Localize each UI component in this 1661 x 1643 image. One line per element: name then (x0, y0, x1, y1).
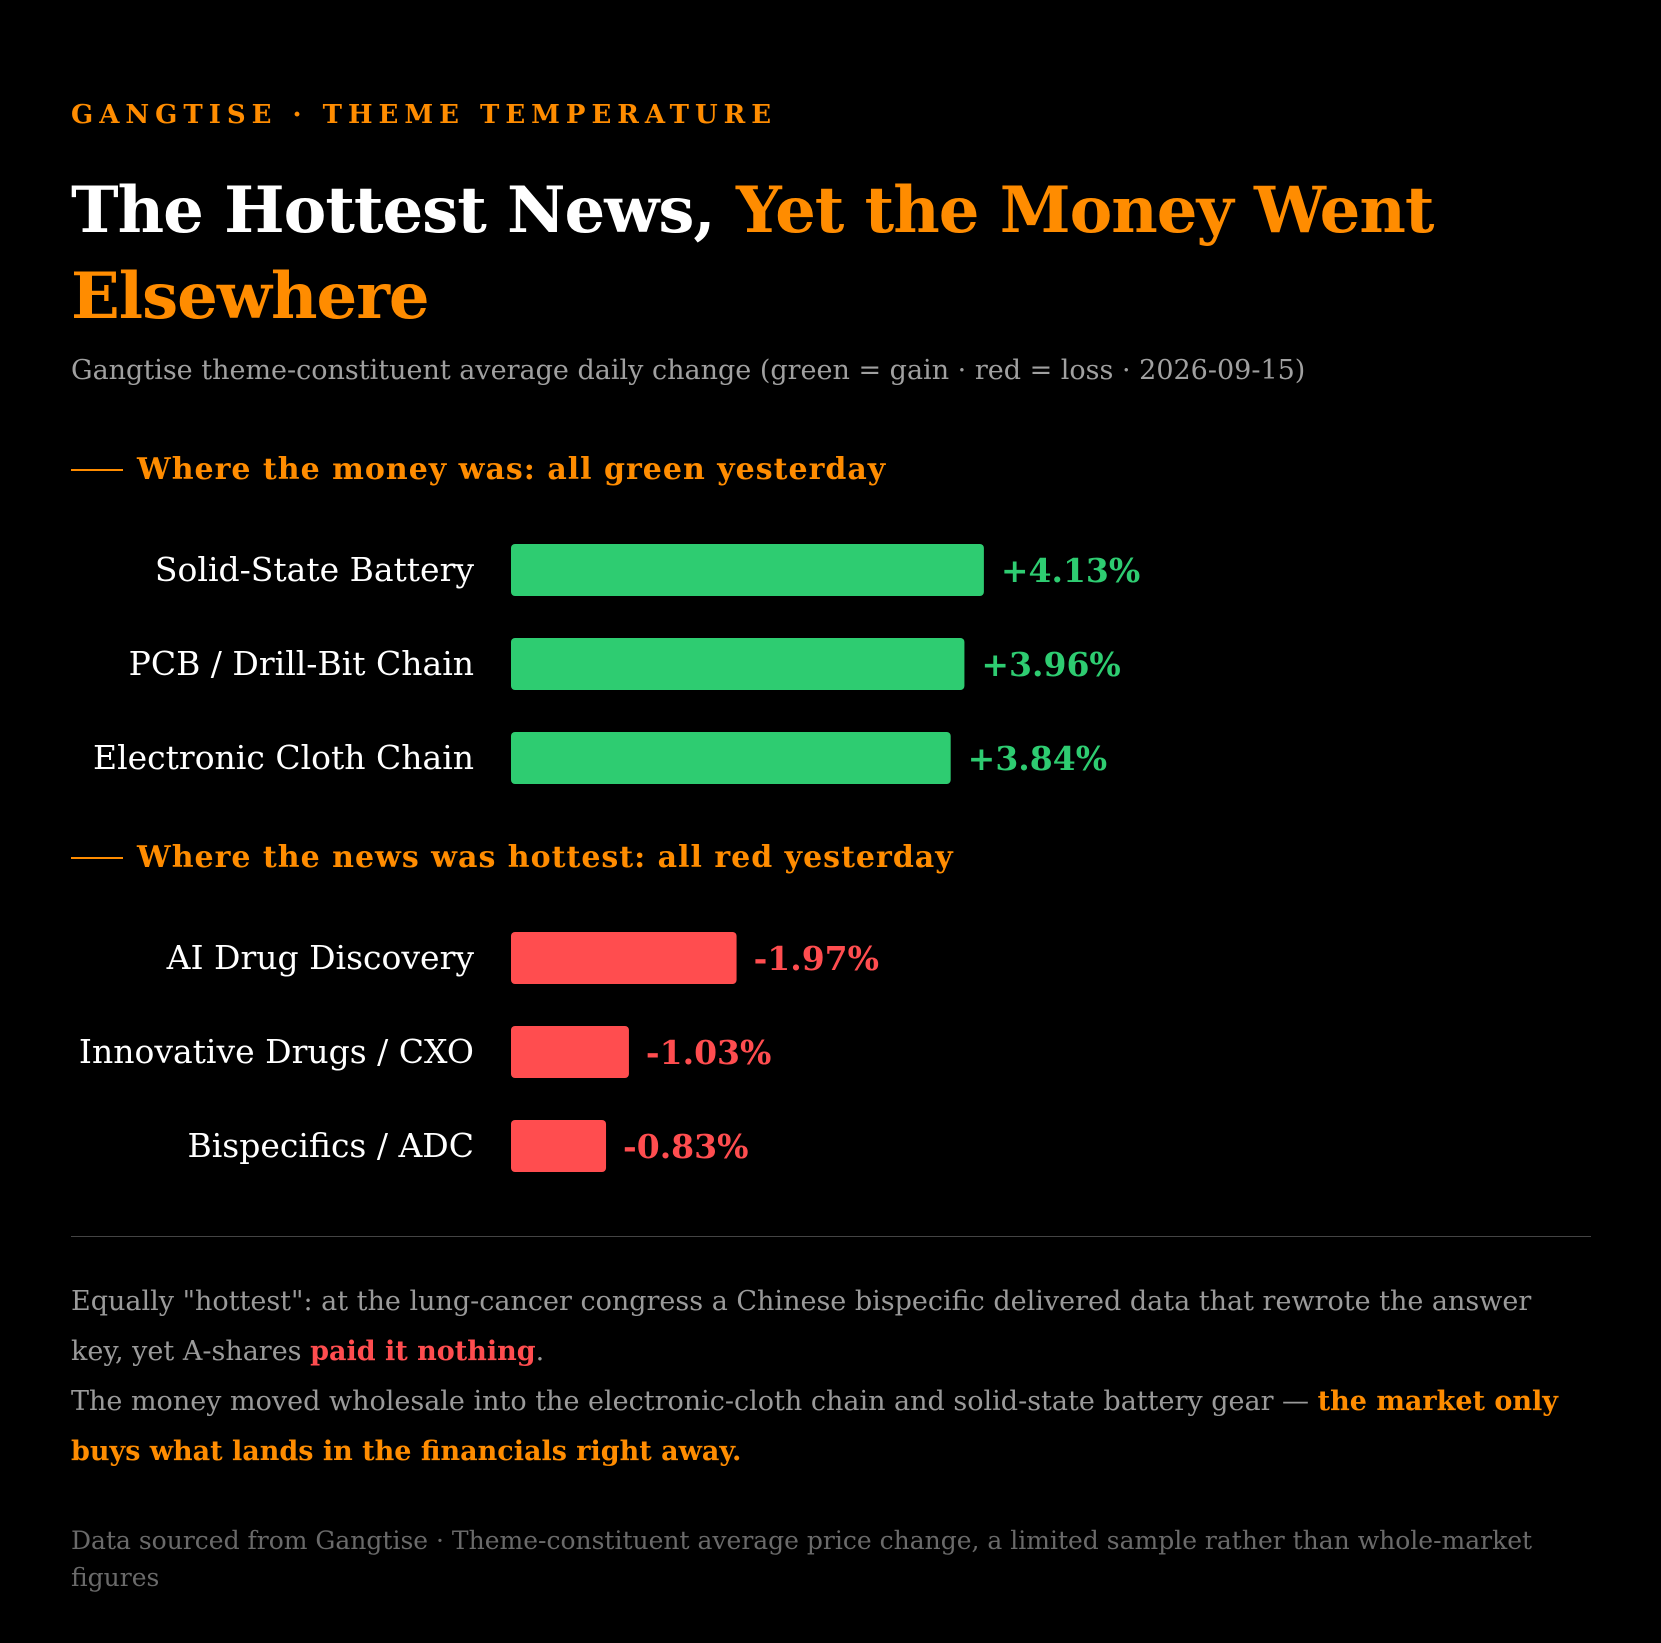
value-label: +3.84% (968, 739, 1107, 778)
commentary-text: . (535, 1336, 545, 1367)
bar (511, 1120, 607, 1172)
bar (511, 1026, 629, 1078)
category-label: Bispecifics / ADC (188, 1126, 475, 1165)
value-label: -1.03% (646, 1033, 771, 1072)
value-label: -0.83% (623, 1127, 748, 1166)
headline-part-orange: Yet the Money Went Elsewhere (71, 173, 1434, 334)
commentary-text: Equally "hottest": at the lung-cancer co… (71, 1286, 1532, 1367)
category-label: Electronic Cloth Chain (93, 738, 474, 777)
bar (511, 544, 984, 596)
commentary: Equally "hottest": at the lung-cancer co… (71, 1277, 1591, 1477)
commentary-emphasis-orange: the market only buys what lands in the f… (71, 1386, 1558, 1467)
commentary-text: The money moved wholesale into the elect… (71, 1386, 1318, 1417)
value-label: +3.96% (981, 645, 1120, 684)
section-dash (71, 856, 123, 859)
value-label: -1.97% (754, 939, 879, 978)
commentary-line-1: Equally "hottest": at the lung-cancer co… (71, 1277, 1591, 1377)
bar (511, 932, 737, 984)
bar (511, 638, 965, 690)
section-dash (71, 468, 123, 471)
category-label: Solid-State Battery (155, 550, 474, 589)
page-title: The Hottest News, Yet the Money Went Els… (71, 168, 1521, 340)
category-label: PCB / Drill-Bit Chain (129, 644, 474, 683)
commentary-line-2: The money moved wholesale into the elect… (71, 1377, 1591, 1477)
subtitle: Gangtise theme-constituent average daily… (71, 355, 1306, 386)
kicker: GANGTISE · THEME TEMPERATURE (71, 100, 778, 130)
value-label: +4.13% (1001, 551, 1140, 590)
divider (71, 1236, 1591, 1237)
section-title-gains: Where the money was: all green yesterday (137, 452, 887, 487)
bar (511, 732, 951, 784)
category-label: Innovative Drugs / CXO (79, 1032, 474, 1071)
commentary-emphasis-red: paid it nothing (310, 1336, 536, 1367)
section-heading-gains: Where the money was: all green yesterday (71, 452, 886, 487)
section-title-losses: Where the news was hottest: all red yest… (137, 840, 954, 875)
category-label: AI Drug Discovery (166, 938, 475, 977)
section-heading-losses: Where the news was hottest: all red yest… (71, 840, 954, 875)
headline-part-white: The Hottest News, (71, 173, 736, 248)
source-note: Data sourced from Gangtise · Theme-const… (71, 1526, 1533, 1592)
